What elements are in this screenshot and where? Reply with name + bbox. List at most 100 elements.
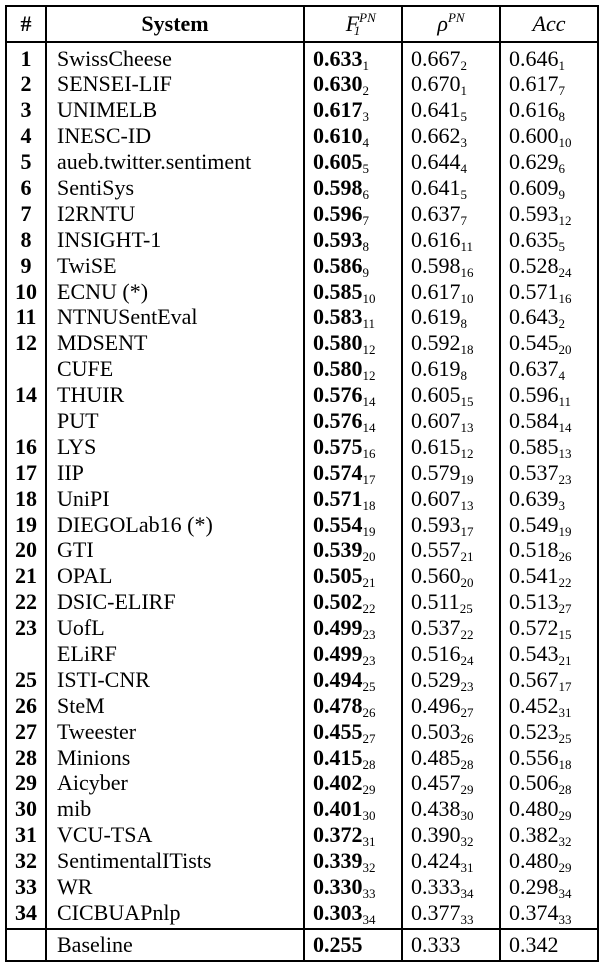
row-rank: 17 (5, 459, 47, 486)
row-rho-value: 0.333 (411, 874, 461, 900)
row-rho-value: 0.616 (411, 226, 461, 252)
row-rho: 0.33334 (401, 873, 501, 900)
row-rho-rank: 12 (460, 445, 474, 461)
row-rho: 0.53722 (401, 614, 501, 641)
row-acc-rank: 10 (558, 135, 572, 151)
row-rho-value: 0.592 (411, 330, 461, 356)
row-acc: 0.38232 (499, 821, 599, 848)
row-rank: 4 (5, 122, 47, 149)
row-f1: 0.6104 (303, 122, 403, 149)
row-f1-rank: 31 (362, 834, 376, 850)
row-rho-rank: 11 (460, 238, 474, 254)
table-row: 7 I2RNTU 0.5967 0.6377 0.59312 (5, 200, 599, 228)
row-rho: 0.43830 (401, 795, 501, 822)
row-system: CICBUAPnlp (45, 899, 305, 929)
table-row: 26 SteM 0.47826 0.49627 0.45231 (5, 692, 599, 720)
row-f1: 0.57516 (303, 433, 403, 460)
row-acc-value: 0.643 (509, 304, 559, 330)
table-row: 31 VCU-TSA 0.37231 0.39032 0.38232 (5, 821, 599, 850)
row-f1-value: 0.402 (313, 770, 363, 796)
table-row: 8 INSIGHT-1 0.5938 0.61611 0.6355 (5, 226, 599, 254)
row-rho-rank: 4 (460, 161, 468, 177)
row-rho-value: 0.503 (411, 718, 461, 744)
row-rho: 0.61512 (401, 433, 501, 461)
row-rank: 31 (5, 821, 47, 848)
row-acc-value: 0.617 (509, 71, 559, 97)
row-f1-rank: 8 (362, 238, 370, 254)
row-acc-value: 0.452 (509, 692, 559, 718)
row-rank: 5 (5, 148, 47, 175)
row-system: SwissCheese (45, 42, 305, 71)
row-rho-value: 0.377 (411, 899, 461, 925)
row-acc-value: 0.513 (509, 589, 559, 615)
row-rho-rank: 13 (460, 497, 474, 513)
row-f1-value: 0.610 (313, 123, 363, 149)
row-acc-rank: 8 (558, 109, 566, 125)
row-rho-rank: 10 (460, 290, 474, 306)
table-row: 29 Aicyber 0.40229 0.45729 0.50628 (5, 770, 599, 796)
row-f1: 0.58012 (303, 355, 403, 382)
row-acc-value: 0.567 (509, 666, 559, 692)
row-acc: 0.56717 (499, 666, 599, 693)
row-f1-rank: 7 (362, 212, 370, 228)
row-acc-value: 0.635 (509, 226, 559, 252)
table-row: 5 aueb.twitter.sentiment 0.6055 0.6444 0.629… (5, 148, 599, 177)
row-acc-rank: 29 (558, 808, 572, 824)
row-acc-value: 0.518 (509, 537, 559, 563)
row-rho-value: 0.641 (411, 175, 461, 200)
row-rho-value: 0.607 (411, 485, 461, 511)
table-row: 6 SentiSys 0.5986 0.6415 0.6099 (5, 174, 599, 202)
row-f1: 0.30334 (303, 899, 403, 929)
row-acc-value: 0.639 (509, 485, 559, 511)
row-system: Tweester (45, 718, 305, 745)
row-system: ECNU (*) (45, 278, 305, 305)
row-rank: 21 (5, 562, 47, 589)
row-system: UofL (45, 614, 305, 641)
row-rho: 0.51125 (401, 588, 501, 615)
row-rho-rank: 13 (460, 420, 474, 436)
row-rho-rank: 27 (460, 704, 474, 720)
row-f1: 0.41528 (303, 744, 403, 771)
row-f1: 0.49923 (303, 640, 403, 667)
table-row: 1 SwissCheese 0.6331 0.6672 0.6461 (5, 42, 599, 73)
row-system: Aicyber (45, 770, 305, 796)
row-rho: 0.42431 (401, 847, 501, 874)
row-f1-value: 0.580 (313, 330, 363, 356)
row-rank: 16 (5, 433, 47, 460)
row-f1-rank: 20 (362, 549, 376, 565)
baseline-acc: 0.342 (499, 927, 599, 962)
row-acc-value: 0.646 (509, 46, 559, 71)
row-acc-rank: 34 (558, 886, 572, 902)
table-row: 2 SENSEI-LIF 0.6302 0.6701 0.6177 (5, 71, 599, 97)
row-rank: 28 (5, 744, 47, 771)
baseline-system: Baseline (45, 927, 305, 962)
row-acc: 0.57116 (499, 278, 599, 305)
header-f1: FPN1 (303, 5, 403, 43)
row-system: PUT (45, 407, 305, 434)
row-rank: 6 (5, 174, 47, 201)
row-acc-value: 0.523 (509, 718, 559, 744)
row-rho: 0.59816 (401, 252, 501, 279)
row-acc: 0.37433 (499, 899, 599, 929)
row-f1-value: 0.576 (313, 382, 363, 408)
row-f1-rank: 17 (362, 471, 376, 487)
table-row: 34 CICBUAPnlp 0.30334 0.37733 0.37433 (5, 899, 599, 929)
row-f1-rank: 14 (362, 420, 376, 436)
row-rho: 0.45729 (401, 770, 501, 796)
row-f1-rank: 30 (362, 808, 376, 824)
row-rank: 26 (5, 692, 47, 719)
row-system: UniPI (45, 485, 305, 512)
row-system: MDSENT (45, 329, 305, 356)
row-rho-value: 0.641 (411, 97, 461, 123)
row-rho-rank: 5 (460, 187, 468, 202)
row-acc-rank: 31 (558, 704, 572, 720)
table-row: PUT 0.57614 0.60713 0.58414 (5, 407, 599, 436)
header-rank: # (5, 5, 47, 43)
row-acc-value: 0.549 (509, 511, 559, 537)
row-rho-rank: 2 (460, 58, 468, 73)
table-body: 1 SwissCheese 0.6331 0.6672 0.6461 2 SENSEI-LI… (5, 42, 599, 962)
row-acc-rank: 20 (558, 342, 572, 358)
row-f1-rank: 19 (362, 523, 376, 539)
row-f1: 0.6331 (303, 42, 403, 72)
row-f1-value: 0.554 (313, 511, 363, 537)
